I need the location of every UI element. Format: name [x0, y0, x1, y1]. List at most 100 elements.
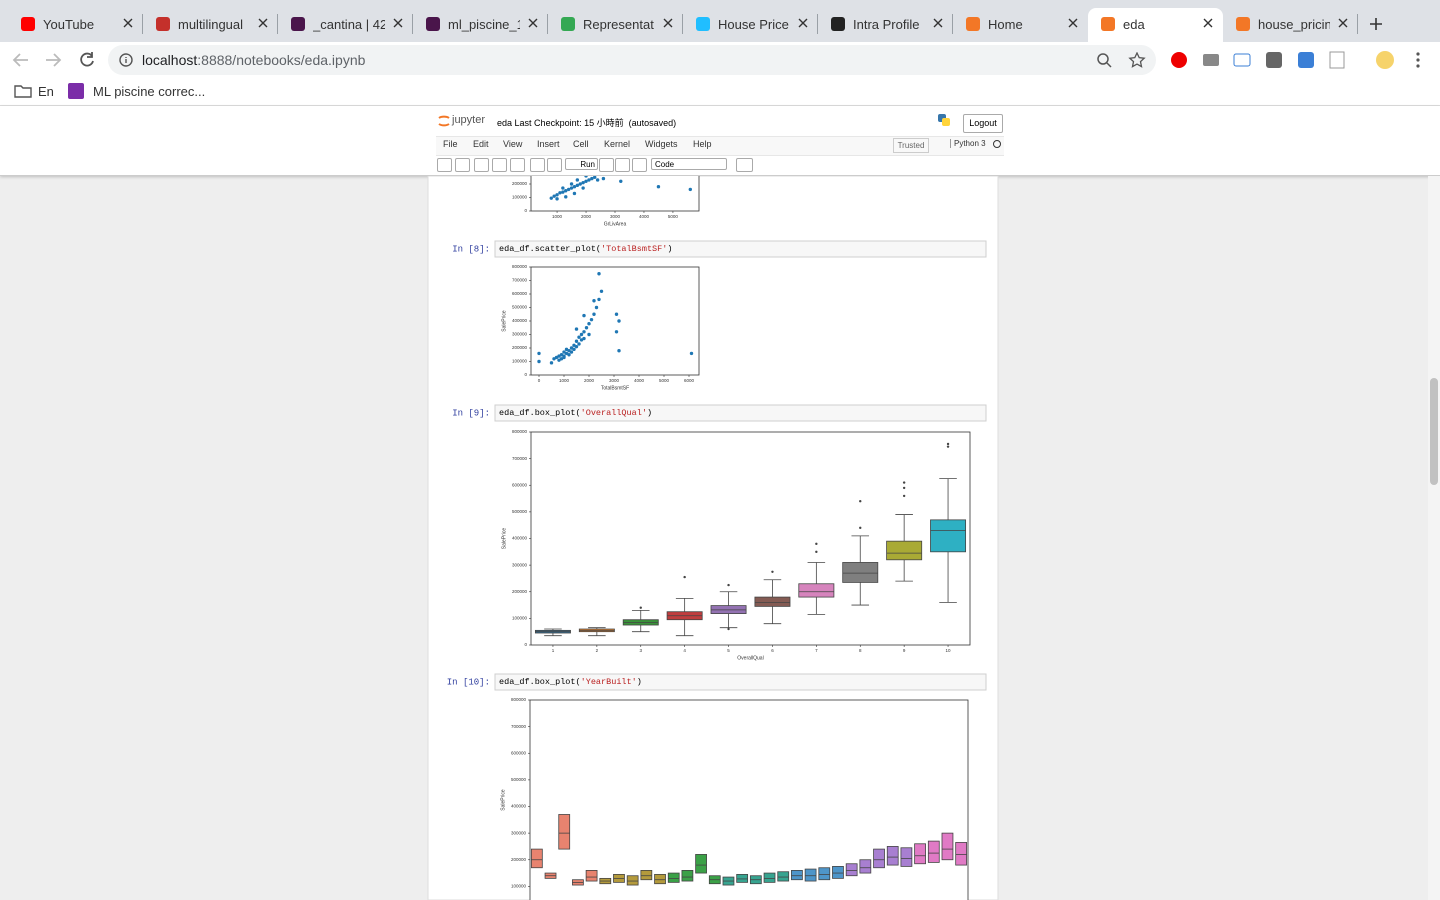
nav-buttons[interactable]	[10, 50, 100, 70]
scatter-point	[567, 353, 571, 357]
tab-close[interactable]	[258, 18, 268, 28]
scatter-point	[614, 312, 619, 316]
restart-button[interactable]	[615, 158, 630, 172]
tab-close[interactable]	[1203, 18, 1213, 28]
url-host: localhost	[142, 52, 198, 68]
browser-tab[interactable]: multilingual	[143, 8, 278, 42]
plot-frame	[530, 431, 971, 646]
tab-close[interactable]	[393, 18, 403, 28]
browser-tab[interactable]: House Price	[683, 8, 818, 42]
menu-item[interactable]: View	[503, 139, 523, 149]
x-tick-label: 1	[552, 648, 555, 653]
box	[530, 848, 543, 869]
tab-separator	[277, 14, 278, 34]
jupyter-logo[interactable]: jupyter	[452, 114, 486, 126]
x-tick-label: 4000	[634, 378, 645, 383]
close-icon	[528, 18, 538, 28]
scrollbar-thumb[interactable]	[1430, 378, 1438, 485]
tab-close[interactable]	[798, 18, 808, 28]
scatter-point	[593, 176, 597, 179]
save-button[interactable]	[437, 158, 452, 172]
python-logo	[938, 114, 950, 126]
tab-favicon	[1236, 17, 1250, 31]
move-down-button[interactable]	[547, 158, 562, 172]
run-button[interactable]: Run	[565, 158, 598, 170]
scatter-point	[562, 355, 566, 360]
browser-tab[interactable]: _cantina | 42	[278, 8, 413, 42]
paste-button[interactable]	[510, 158, 525, 172]
browser-tab[interactable]: ml_piscine_1	[413, 8, 548, 42]
scatter-point	[555, 197, 559, 201]
y-tick-label: 500000	[511, 777, 527, 782]
bookmark[interactable]: ML piscine correc...	[93, 84, 206, 99]
scatter-point	[552, 357, 556, 361]
copy-button[interactable]	[492, 158, 507, 172]
menu-item[interactable]: Edit	[473, 139, 489, 149]
y-tick-label: 800000	[511, 697, 527, 702]
outlier	[859, 500, 862, 503]
browser-tab[interactable]: house_pricin	[1223, 8, 1358, 42]
box	[842, 562, 879, 583]
scatter-point	[599, 289, 604, 293]
browser-tab[interactable]: eda	[1088, 8, 1223, 42]
cut-button[interactable]	[474, 158, 489, 172]
tab-separator	[952, 14, 953, 34]
tab-close[interactable]	[663, 18, 673, 28]
trusted-indicator[interactable]: Trusted	[893, 138, 929, 153]
scatter-point	[582, 330, 586, 334]
tab-close[interactable]	[933, 18, 943, 28]
interrupt-button[interactable]	[599, 158, 614, 172]
scatter-point	[584, 176, 588, 178]
tab-close[interactable]	[528, 18, 538, 28]
extension-icons[interactable]	[1168, 48, 1428, 72]
close-icon	[1338, 18, 1348, 28]
scatter-point	[558, 191, 562, 195]
y-tick-label: 0	[524, 208, 527, 213]
autosave-status: (autosaved)	[628, 118, 677, 128]
cell-type-select[interactable]: Code	[651, 158, 727, 170]
menu-item[interactable]: Help	[693, 139, 712, 149]
scatter-point	[592, 312, 596, 316]
close-icon	[123, 18, 133, 28]
close-icon	[1068, 18, 1078, 28]
scatter-point	[688, 187, 693, 192]
scatter-point	[578, 182, 582, 186]
browser-tab[interactable]: Representat	[548, 8, 683, 42]
logout-button[interactable]: Logout	[963, 114, 1003, 133]
tab-close[interactable]	[123, 18, 133, 28]
browser-tab[interactable]: YouTube	[8, 8, 143, 42]
menu-item[interactable]: File	[443, 139, 458, 149]
y-tick-label: 400000	[512, 536, 528, 541]
insert-button[interactable]	[455, 158, 470, 172]
restart-run-button[interactable]	[632, 158, 647, 172]
bookmark[interactable]: En	[38, 84, 54, 99]
x-axis-label: TotalBsmtSF	[601, 385, 629, 391]
move-up-button[interactable]	[530, 158, 545, 172]
x-tick-label: 5	[727, 648, 730, 653]
scatter-point	[569, 350, 574, 354]
tab-separator	[142, 14, 143, 34]
browser-tab[interactable]: Home	[953, 8, 1088, 42]
menu-item[interactable]: Widgets	[645, 139, 678, 149]
x-tick-label: 2000	[581, 214, 592, 219]
scatter-point	[577, 335, 581, 339]
browser-tab[interactable]: Intra Profile	[818, 8, 953, 42]
scatter-point	[590, 176, 594, 181]
scatter-point	[561, 190, 565, 194]
close-icon	[798, 18, 808, 28]
new-tab-button[interactable]	[1368, 16, 1384, 32]
box	[859, 859, 872, 874]
outlier	[815, 542, 818, 546]
menu-item[interactable]: Kernel	[604, 139, 631, 149]
keyboard-button[interactable]	[736, 158, 753, 172]
menu-item[interactable]: Cell	[573, 139, 589, 149]
box	[798, 583, 835, 598]
tab-close[interactable]	[1338, 18, 1348, 28]
tab-close[interactable]	[1068, 18, 1078, 28]
address-bar[interactable]: localhost:8888/notebooks/eda.ipynb	[108, 45, 1156, 75]
scatter-point	[574, 344, 579, 349]
menu-item[interactable]: Insert	[537, 139, 560, 149]
cell-prompt: In [8]:	[452, 244, 490, 254]
notebook-name[interactable]: eda	[497, 118, 513, 128]
cell-prompt: In [9]:	[452, 408, 490, 418]
